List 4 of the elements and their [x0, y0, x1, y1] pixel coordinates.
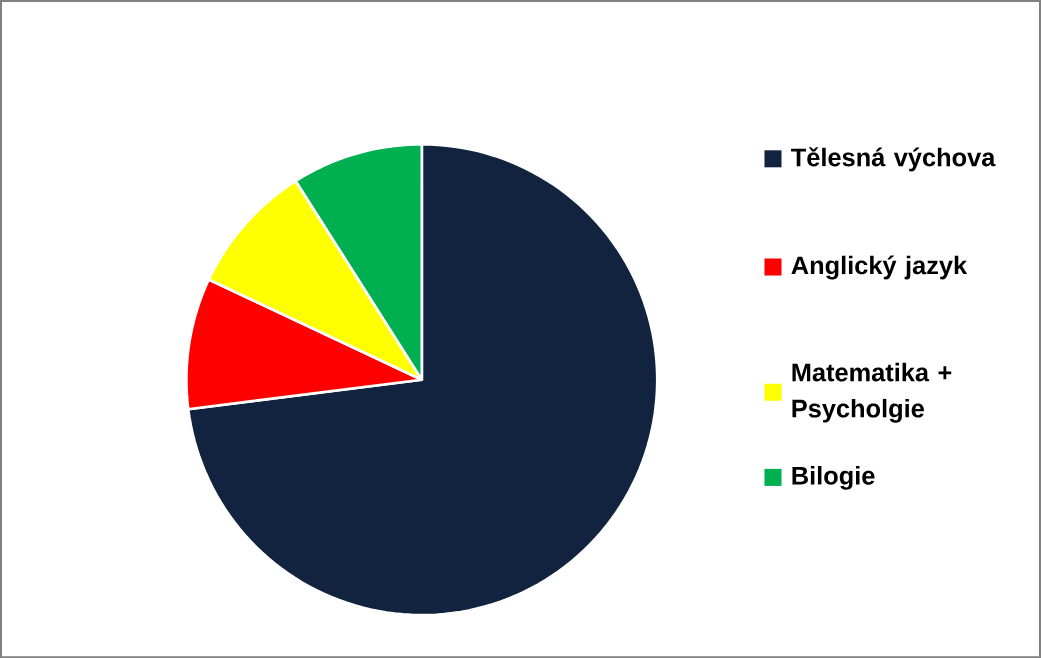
legend-label: Bilogie — [792, 465, 875, 490]
legend-label: Tělesná výchova — [791, 147, 996, 172]
legend-label: Anglický jazyk — [791, 255, 968, 280]
legend-label: Matematika + Psycholgie — [792, 362, 952, 423]
